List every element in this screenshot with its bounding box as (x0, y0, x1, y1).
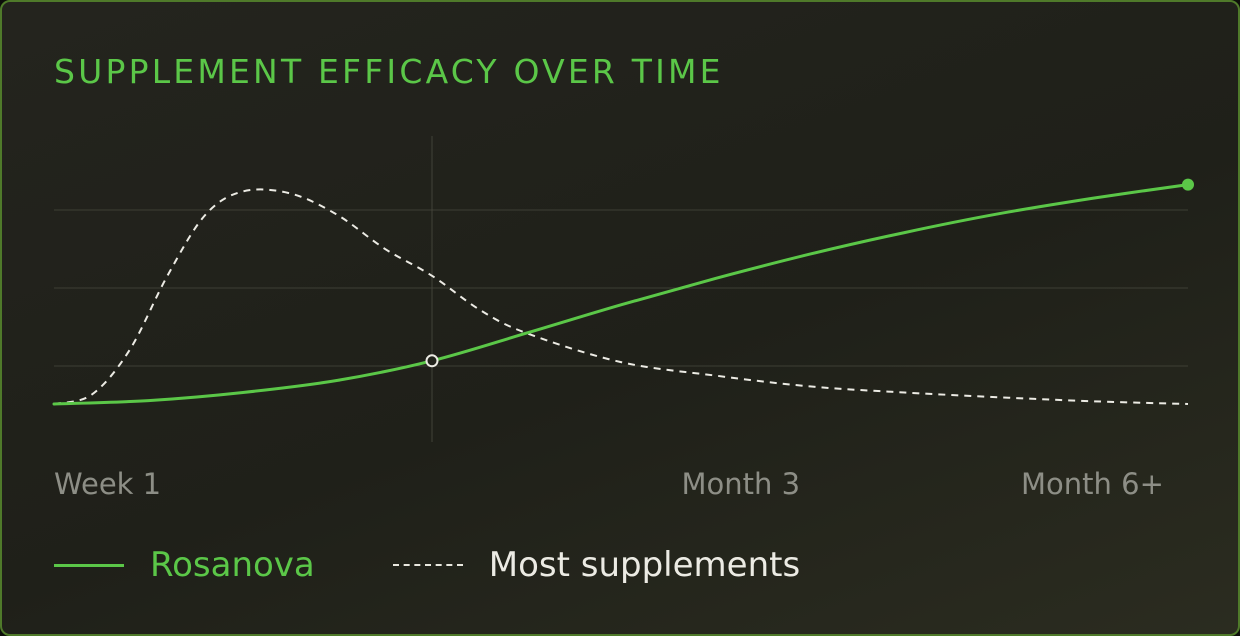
legend-item-most-supplements: Most supplements (392, 545, 801, 585)
rosanova-marker-point (425, 354, 439, 368)
chart-title: SUPPLEMENT EFFICACY OVER TIME (54, 52, 724, 91)
legend-swatch-solid (54, 563, 124, 567)
chart-legend: Rosanova Most supplements (54, 540, 800, 590)
legend-label-rosanova: Rosanova (150, 545, 315, 585)
x-tick-label-week-1: Week 1 (54, 467, 162, 501)
series-line-rosanova (52, 183, 1190, 406)
x-tick-label-month-6: Month 6+ (1021, 467, 1164, 501)
legend-label-most-supplements: Most supplements (488, 545, 801, 585)
series-line-most-supplements (53, 188, 1189, 405)
x-tick-label-month-3: Month 3 (681, 467, 801, 501)
rosanova-end-marker (1182, 178, 1194, 191)
legend-item-rosanova: Rosanova (54, 545, 315, 585)
legend-swatch-dashed (392, 564, 463, 566)
